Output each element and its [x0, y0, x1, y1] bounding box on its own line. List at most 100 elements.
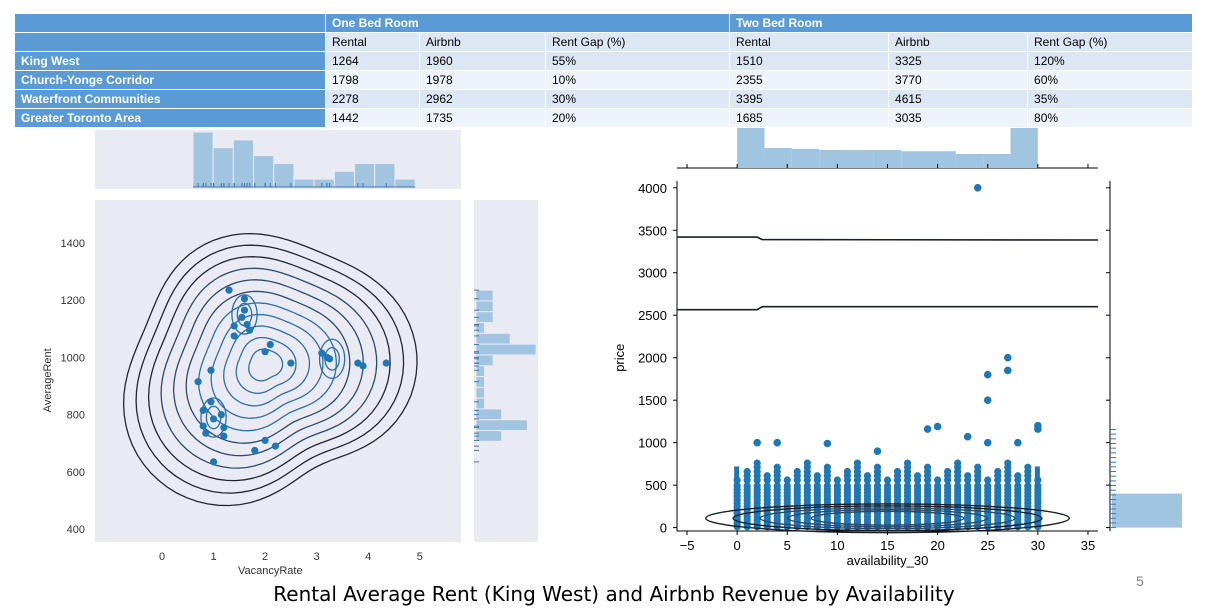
x-tick-label: 35 [1081, 538, 1095, 553]
data-point [199, 422, 207, 430]
x-tick-label: 20 [930, 538, 944, 553]
kde-contour [172, 279, 364, 457]
data-point [246, 326, 254, 334]
data-point [753, 438, 761, 447]
kde-contour [122, 232, 418, 507]
y-tick-label: 3000 [638, 266, 667, 281]
histogram-bar [394, 178, 416, 188]
table-row: Waterfront Communities 2278 2962 30% 339… [14, 89, 1194, 109]
data-point [783, 476, 791, 484]
data-point [266, 340, 274, 349]
kde-contour [185, 290, 351, 444]
y-tick-label: 0 [660, 521, 667, 536]
subheader-cell: Airbnb [888, 32, 1029, 52]
histogram-bar [475, 332, 511, 345]
data-point [813, 472, 821, 480]
data-point [773, 438, 782, 447]
y-tick-label: 500 [645, 478, 667, 493]
histogram-bar [333, 170, 356, 188]
x-tick-label: 5 [784, 538, 791, 553]
x-tick-label: 0 [159, 551, 165, 563]
data-point [318, 349, 326, 357]
data-point [984, 482, 992, 490]
data-point [983, 396, 992, 404]
histogram-bar [791, 148, 820, 168]
data-point [230, 332, 238, 340]
subheader-cell: Rental [325, 32, 420, 52]
data-point [803, 482, 811, 490]
data-point [863, 472, 872, 480]
x-tick-label: 25 [981, 538, 995, 553]
histogram-bar [901, 151, 929, 168]
data-point [963, 432, 972, 441]
data-point [240, 306, 249, 314]
table-cell: 3035 [888, 108, 1029, 128]
group-header-two-bed: Two Bed Room [729, 13, 1194, 33]
data-point [833, 482, 841, 490]
data-point [793, 467, 801, 476]
data-point [983, 370, 992, 379]
data-point [913, 482, 922, 490]
data-point [974, 463, 982, 471]
histogram-bar [475, 343, 537, 356]
x-tick-label: 1 [211, 551, 217, 563]
y-tick-label: 400 [67, 524, 85, 536]
histogram-bar [475, 397, 486, 410]
data-point [933, 422, 942, 431]
dense-column [734, 466, 740, 528]
histogram-bar [293, 178, 315, 188]
data-point [1004, 459, 1012, 467]
data-point [893, 467, 902, 476]
kde-contour [810, 510, 965, 526]
kde-contour [210, 313, 324, 419]
data-point [913, 472, 922, 480]
table-row: Greater Toronto Area 1442 1735 20% 1685 … [14, 108, 1194, 128]
subheader-cell: Rent Gap (%) [544, 32, 731, 52]
data-point [944, 467, 952, 476]
histogram-bar [253, 155, 275, 188]
data-point [994, 467, 1002, 476]
data-point [853, 482, 862, 490]
data-point [243, 320, 251, 329]
y-tick-label: 600 [67, 467, 85, 479]
vacancy-rent-joint-plot: 0 1 2 3 4 5 400 600 800 1000 1200 1400 VacancyRate Av… [42, 130, 538, 577]
table-cell: 120% [1027, 51, 1194, 71]
data-point [753, 459, 761, 467]
kde-contour [198, 302, 337, 432]
table-cell: 1978 [419, 70, 546, 90]
histogram-bar [475, 430, 503, 442]
table-cell: 3325 [888, 51, 1029, 71]
data-point [833, 476, 841, 484]
kde-contour [786, 508, 989, 528]
data-point [843, 467, 852, 476]
data-point [923, 482, 932, 490]
data-point [954, 459, 962, 467]
data-point [903, 459, 912, 467]
data-point [1004, 482, 1012, 490]
data-point [1014, 482, 1022, 490]
data-point [984, 476, 992, 484]
kde-contour [223, 325, 311, 407]
row-label: Greater Toronto Area [14, 108, 326, 128]
plot-area [95, 200, 461, 542]
data-point [773, 463, 781, 471]
data-point [853, 459, 862, 467]
data-point [753, 482, 761, 490]
data-point [873, 482, 882, 490]
y-tick-label: 1400 [61, 238, 85, 250]
page-number: 5 [1136, 573, 1144, 589]
data-point [823, 463, 831, 471]
table-cell: 4615 [888, 89, 1029, 109]
data-point [964, 482, 972, 490]
histogram-bar [846, 150, 874, 168]
table-cell: 2278 [325, 89, 420, 109]
table-cell: 20% [544, 108, 731, 128]
data-point [1014, 438, 1022, 447]
table-cell: 1442 [325, 108, 420, 128]
data-point [813, 482, 821, 490]
group-header-one-bed: One Bed Room [324, 13, 731, 33]
table-cell: 1510 [729, 51, 890, 71]
table-cell: 2962 [419, 89, 546, 109]
histogram-bar [313, 178, 335, 188]
kde-contour [235, 336, 297, 394]
